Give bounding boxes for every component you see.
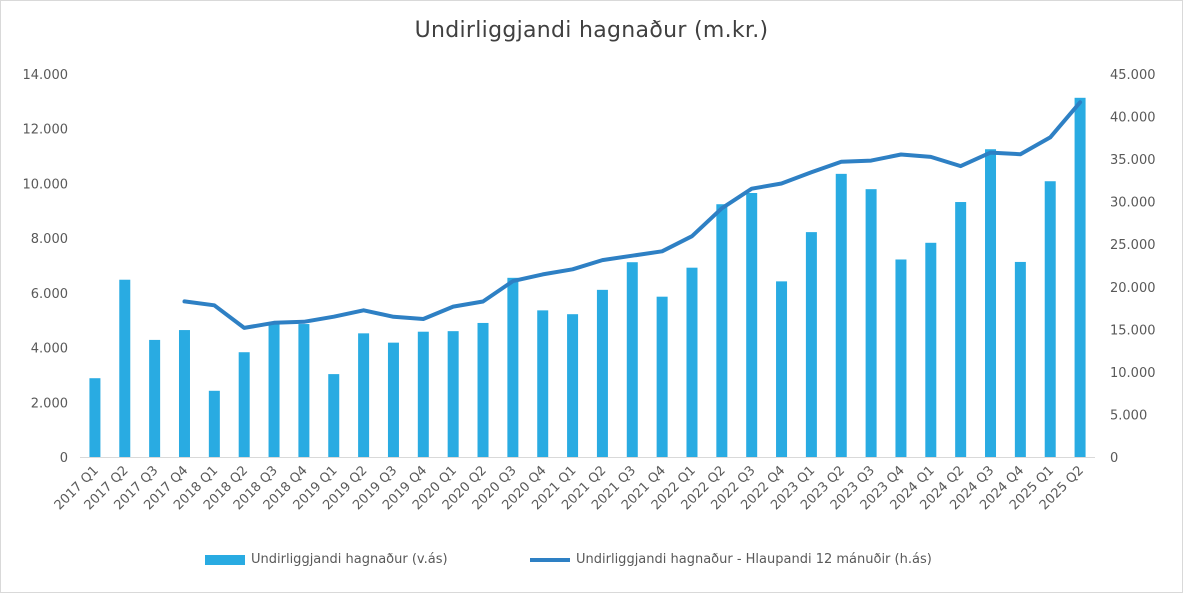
bar <box>1014 261 1026 457</box>
bar <box>1044 181 1056 458</box>
right-axis-tick-label: 20.000 <box>1110 281 1156 296</box>
legend-label-bars: Undirliggjandi hagnaður (v.ás) <box>251 552 448 567</box>
chart-title: Undirliggjandi hagnaður (m.kr.) <box>414 18 769 43</box>
bar <box>716 204 728 457</box>
bar <box>149 339 161 457</box>
bar <box>925 242 937 457</box>
bar <box>746 193 758 457</box>
bar <box>596 289 608 457</box>
bar <box>328 374 340 457</box>
legend-item-line: Undirliggjandi hagnaður - Hlaupandi 12 m… <box>530 552 932 567</box>
bar <box>835 173 847 457</box>
bar <box>89 378 101 457</box>
bar <box>776 281 788 457</box>
right-axis-tick-label: 5.000 <box>1110 408 1147 423</box>
bar <box>477 322 489 457</box>
left-axis-tick-label: 10.000 <box>23 177 69 192</box>
left-axis-tick-label: 14.000 <box>23 68 69 83</box>
bar <box>358 333 370 457</box>
left-axis-tick-label: 6.000 <box>31 287 68 302</box>
right-axis-tick-label: 15.000 <box>1110 323 1156 338</box>
right-axis-tick-label: 30.000 <box>1110 196 1156 211</box>
bar <box>805 232 817 457</box>
right-axis-tick-label: 0 <box>1110 451 1118 466</box>
left-axis-tick-label: 2.000 <box>31 396 68 411</box>
legend-label-line: Undirliggjandi hagnaður - Hlaupandi 12 m… <box>576 552 932 567</box>
bar <box>656 296 668 457</box>
right-axis-tick-label: 25.000 <box>1110 238 1156 253</box>
bar <box>268 322 280 457</box>
right-axis-tick-label: 45.000 <box>1110 68 1156 83</box>
bar <box>447 331 459 457</box>
legend-item-bars: Undirliggjandi hagnaður (v.ás) <box>205 552 448 567</box>
bar <box>985 149 997 457</box>
bar <box>686 267 698 457</box>
series-line <box>182 100 1083 330</box>
bar <box>507 277 519 457</box>
left-axis-tick-label: 4.000 <box>31 342 68 357</box>
bar <box>298 324 310 457</box>
bar <box>865 189 877 457</box>
bar <box>387 342 399 457</box>
bar <box>567 314 579 457</box>
bar <box>178 330 190 457</box>
bar <box>238 352 250 457</box>
right-axis-tick-label: 35.000 <box>1110 153 1156 168</box>
legend-swatch-line <box>530 557 570 562</box>
bar <box>417 331 429 457</box>
bar <box>955 202 967 457</box>
bar <box>208 390 220 457</box>
bar <box>537 310 549 457</box>
left-axis-tick-label: 0 <box>60 451 68 466</box>
left-axis-tick-label: 12.000 <box>23 123 69 138</box>
chart-legend: Undirliggjandi hagnaður (v.ás) Undirligg… <box>0 552 1183 576</box>
right-axis-tick-label: 10.000 <box>1110 366 1156 381</box>
legend-swatch-bars <box>205 554 245 565</box>
bar <box>895 259 907 457</box>
bar <box>1074 97 1086 457</box>
bar <box>626 262 638 457</box>
right-axis-tick-label: 40.000 <box>1110 111 1156 126</box>
bar <box>119 279 131 457</box>
left-axis-tick-label: 8.000 <box>31 232 68 247</box>
